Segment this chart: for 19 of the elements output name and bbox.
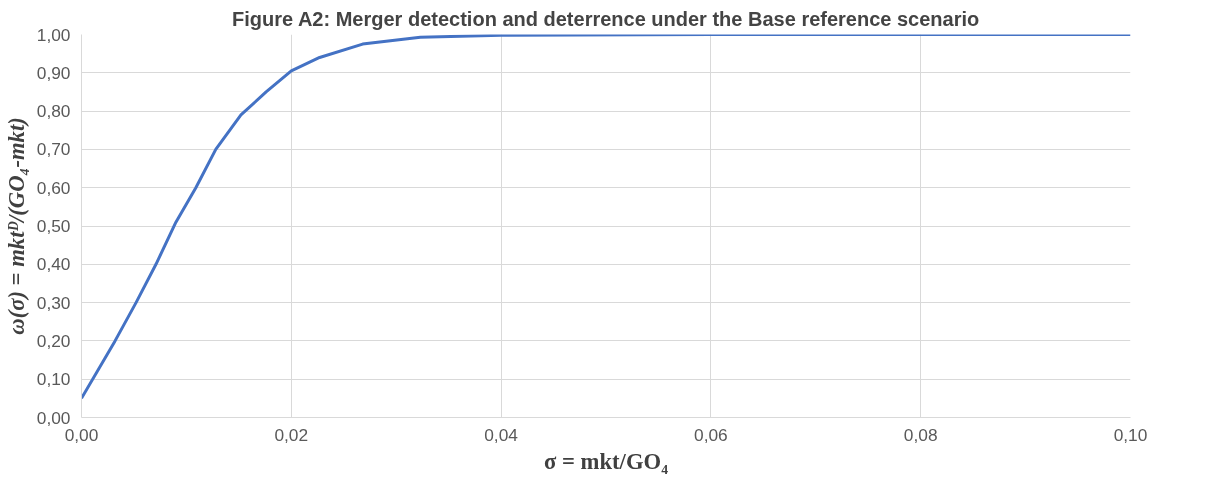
x-tick-label: 0,08 <box>903 424 938 445</box>
x-tick-label: 0,02 <box>274 424 309 445</box>
y-tick-label: 0,30 <box>36 292 71 313</box>
x-tick-label: 0,04 <box>484 424 519 445</box>
x-axis-title: σ = mkt/GO₄ <box>544 448 669 474</box>
y-tick-label: 0,50 <box>36 216 71 236</box>
y-tick-label: 0,40 <box>36 254 71 275</box>
y-tick-label: 0,20 <box>36 330 71 351</box>
y-tick-label: 0,90 <box>36 62 71 83</box>
x-tick-label: 0,10 <box>1113 424 1148 445</box>
y-tick-label: 0,70 <box>36 139 71 160</box>
y-tick-label: 0,10 <box>36 369 71 390</box>
y-tick-label: 1,00 <box>36 24 71 45</box>
chart-title: Figure A2: Merger detection and deterrence under the Base reference scenario <box>231 7 980 30</box>
line-series <box>81 34 1131 400</box>
x-tick-label: 0,06 <box>694 424 728 445</box>
y-tick-label: 0,80 <box>36 101 71 122</box>
y-axis-title: ω(σ) = mktᴰ/(GO₄-mkt) <box>3 117 29 335</box>
y-tick-label: 0,60 <box>36 177 71 198</box>
